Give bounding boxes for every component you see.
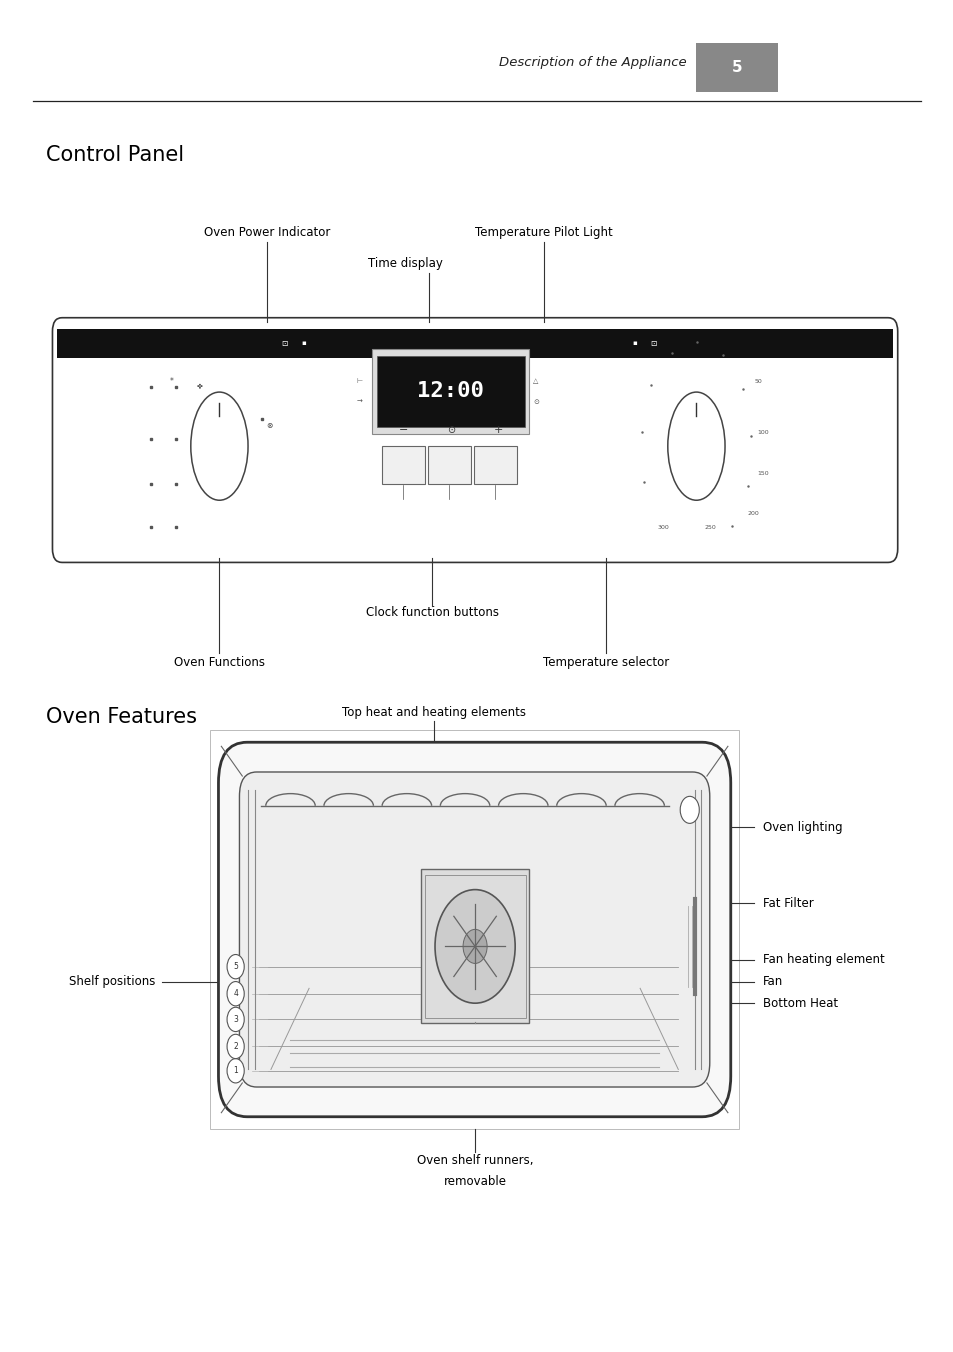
Text: ⊡: ⊡: [650, 339, 656, 347]
Text: 4: 4: [233, 990, 238, 998]
Text: Time display: Time display: [368, 257, 442, 270]
Text: 5: 5: [233, 963, 238, 971]
Text: Fan: Fan: [762, 975, 782, 988]
Text: Oven Power Indicator: Oven Power Indicator: [204, 226, 330, 239]
Circle shape: [227, 1007, 244, 1032]
Bar: [427, 446, 471, 484]
Ellipse shape: [191, 392, 248, 500]
Text: Description of the Appliance: Description of the Appliance: [498, 55, 686, 69]
Text: −: −: [398, 425, 408, 435]
Bar: [474, 446, 517, 484]
Text: Oven lighting: Oven lighting: [762, 821, 841, 834]
Circle shape: [227, 955, 244, 979]
Ellipse shape: [667, 392, 724, 500]
Text: 5: 5: [731, 59, 742, 76]
Text: Shelf positions: Shelf positions: [69, 975, 155, 988]
Text: Fan heating element: Fan heating element: [762, 953, 884, 967]
Text: Oven Features: Oven Features: [46, 707, 196, 726]
Circle shape: [679, 796, 699, 823]
Text: 3: 3: [233, 1015, 238, 1023]
Text: Clock function buttons: Clock function buttons: [365, 606, 498, 619]
Text: ▪: ▪: [632, 341, 636, 346]
Text: 2: 2: [233, 1042, 237, 1051]
Bar: [381, 446, 424, 484]
Circle shape: [435, 890, 515, 1003]
Text: Fat Filter: Fat Filter: [762, 896, 813, 910]
Text: Temperature selector: Temperature selector: [542, 656, 668, 669]
Text: △: △: [533, 377, 538, 384]
Text: 300: 300: [657, 525, 668, 530]
Bar: [424, 875, 525, 1018]
Text: Top heat and heating elements: Top heat and heating elements: [342, 706, 525, 719]
Text: ⊗: ⊗: [266, 422, 272, 430]
Bar: [420, 869, 529, 1023]
Text: ⊡: ⊡: [281, 339, 287, 347]
FancyBboxPatch shape: [52, 318, 897, 562]
Text: Control Panel: Control Panel: [46, 146, 184, 165]
Bar: [57, 329, 892, 358]
Circle shape: [462, 929, 487, 964]
Text: ⊙: ⊙: [533, 399, 538, 406]
FancyBboxPatch shape: [239, 772, 709, 1087]
Text: 50: 50: [754, 379, 761, 384]
Bar: [376, 356, 524, 427]
Text: 12:00: 12:00: [416, 381, 484, 402]
Text: removable: removable: [443, 1175, 506, 1188]
Text: 250: 250: [704, 525, 716, 530]
Text: ⊢: ⊢: [356, 377, 362, 384]
Text: *: *: [170, 377, 173, 385]
Circle shape: [227, 1034, 244, 1059]
Text: ▪: ▪: [301, 341, 305, 346]
Bar: [210, 730, 739, 1129]
Text: Oven shelf runners,: Oven shelf runners,: [416, 1153, 533, 1167]
Circle shape: [227, 1059, 244, 1083]
Bar: [696, 43, 777, 92]
Bar: [372, 349, 529, 434]
Circle shape: [227, 982, 244, 1006]
Text: Bottom Heat: Bottom Heat: [762, 996, 838, 1010]
Text: Temperature Pilot Light: Temperature Pilot Light: [475, 226, 612, 239]
Text: 150: 150: [757, 470, 768, 476]
Text: ✤: ✤: [196, 384, 202, 389]
Text: →: →: [356, 399, 362, 406]
Text: ⊙: ⊙: [446, 425, 455, 435]
Text: 100: 100: [757, 430, 768, 435]
Text: 200: 200: [747, 511, 759, 516]
FancyBboxPatch shape: [218, 742, 730, 1117]
Text: +: +: [493, 425, 502, 435]
Text: Oven Functions: Oven Functions: [173, 656, 265, 669]
Text: 1: 1: [233, 1067, 237, 1075]
